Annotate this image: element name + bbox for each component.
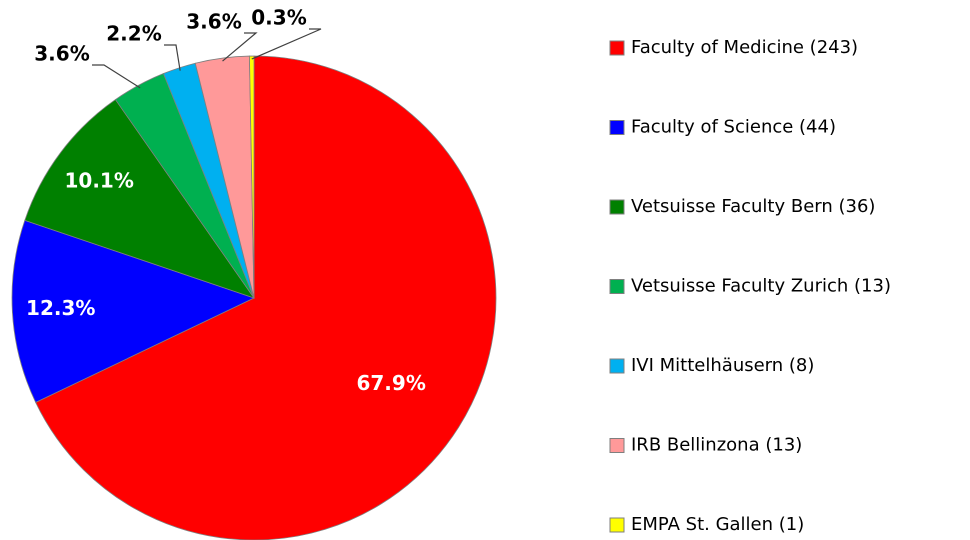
leader-line: [92, 64, 141, 89]
legend-swatch: [609, 120, 625, 135]
legend-swatch: [609, 438, 625, 453]
leader-line: [222, 32, 258, 62]
legend-label: IVI Mittelhäusern (8): [631, 355, 814, 376]
legend-swatch: [609, 358, 625, 374]
legend-label: Vetsuisse Faculty Bern (36): [631, 196, 875, 217]
pie-slice: [35, 55, 497, 540]
legend-swatch: [609, 517, 625, 533]
leader-line: [164, 44, 181, 71]
legend-swatch: [609, 199, 625, 215]
leader-line: [251, 28, 322, 60]
pie-slice: [249, 55, 255, 299]
pie-slice: [11, 219, 256, 403]
data-label: 3.6%: [186, 10, 241, 34]
legend-label: IRB Bellinzona (13): [631, 435, 802, 456]
legend-label: EMPA St. Gallen (1): [631, 514, 804, 535]
legend-label: Faculty of Science (44): [631, 117, 836, 138]
data-label: 10.1%: [64, 168, 133, 192]
pie-slice: [24, 99, 256, 299]
data-label: 0.3%: [251, 6, 306, 30]
data-label: 12.3%: [26, 296, 95, 320]
data-label: 67.9%: [356, 371, 425, 395]
legend-swatch: [609, 40, 625, 56]
legend-swatch: [609, 279, 625, 294]
legend-label: Faculty of Medicine (243): [631, 37, 858, 58]
legend-label: Vetsuisse Faculty Zurich (13): [631, 276, 891, 297]
data-label: 2.2%: [106, 22, 161, 46]
data-label: 3.6%: [34, 42, 89, 66]
